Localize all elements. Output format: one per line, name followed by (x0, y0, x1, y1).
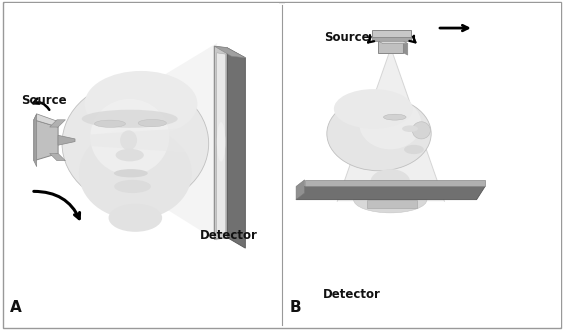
Polygon shape (214, 46, 245, 58)
Ellipse shape (90, 99, 169, 175)
Ellipse shape (85, 71, 197, 137)
Text: Source: Source (324, 31, 370, 45)
Polygon shape (337, 53, 444, 201)
Ellipse shape (334, 89, 413, 129)
Ellipse shape (138, 119, 166, 127)
Ellipse shape (116, 149, 144, 161)
Ellipse shape (404, 145, 424, 154)
FancyBboxPatch shape (3, 2, 561, 328)
Bar (5, 3, 279, 327)
Ellipse shape (384, 114, 406, 120)
Polygon shape (214, 46, 227, 239)
Ellipse shape (120, 130, 137, 150)
Polygon shape (34, 120, 58, 161)
Text: Detector: Detector (323, 288, 381, 301)
Polygon shape (372, 30, 411, 37)
Polygon shape (367, 200, 417, 208)
Polygon shape (372, 37, 411, 41)
Polygon shape (34, 114, 60, 127)
Polygon shape (217, 53, 226, 234)
Ellipse shape (354, 186, 427, 213)
Ellipse shape (114, 169, 148, 178)
Ellipse shape (327, 96, 431, 171)
Ellipse shape (94, 120, 125, 127)
Polygon shape (58, 135, 75, 145)
Ellipse shape (412, 122, 430, 139)
Text: B: B (289, 300, 301, 315)
Polygon shape (378, 41, 403, 53)
Ellipse shape (114, 180, 151, 193)
Ellipse shape (359, 98, 421, 149)
Polygon shape (403, 41, 408, 55)
Bar (285, 3, 561, 327)
Ellipse shape (79, 127, 192, 219)
Polygon shape (62, 127, 203, 153)
Ellipse shape (82, 110, 178, 128)
Polygon shape (305, 180, 485, 186)
Polygon shape (50, 153, 65, 161)
Text: Detector: Detector (200, 229, 258, 243)
Ellipse shape (62, 81, 209, 206)
Ellipse shape (108, 204, 162, 232)
Text: Source: Source (21, 94, 67, 107)
Text: A: A (10, 300, 22, 315)
Polygon shape (56, 43, 217, 241)
Polygon shape (296, 180, 305, 200)
Ellipse shape (371, 169, 410, 194)
Polygon shape (296, 186, 485, 200)
Ellipse shape (402, 125, 418, 132)
Ellipse shape (217, 122, 226, 162)
Polygon shape (378, 41, 408, 44)
Polygon shape (50, 120, 65, 127)
Ellipse shape (186, 130, 203, 150)
Polygon shape (34, 114, 37, 167)
Polygon shape (227, 48, 245, 248)
